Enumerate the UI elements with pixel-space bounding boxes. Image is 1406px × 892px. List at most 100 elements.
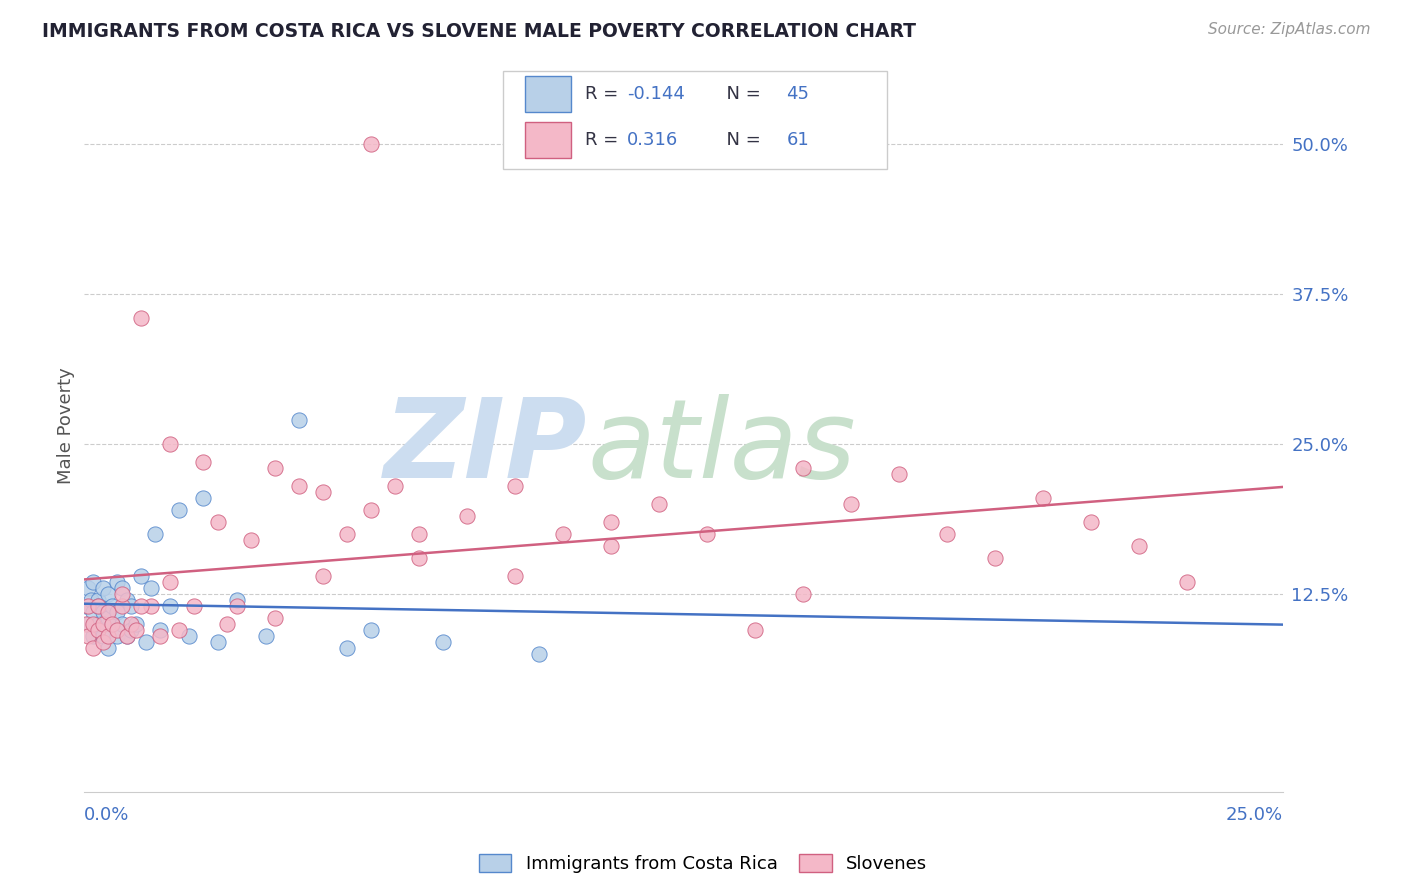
Point xyxy=(77,629,100,643)
Point xyxy=(193,455,215,469)
Point xyxy=(288,479,311,493)
Text: 61: 61 xyxy=(786,131,810,149)
Point xyxy=(77,616,100,631)
Point xyxy=(87,593,110,607)
Point xyxy=(149,629,172,643)
FancyBboxPatch shape xyxy=(524,122,571,159)
Point xyxy=(111,587,134,601)
Point xyxy=(312,484,335,499)
FancyBboxPatch shape xyxy=(503,70,887,169)
Point xyxy=(240,533,263,547)
Point xyxy=(226,599,249,613)
Point xyxy=(744,623,766,637)
Point xyxy=(91,616,114,631)
Text: N =: N = xyxy=(714,85,766,103)
Point xyxy=(408,550,430,565)
Point xyxy=(101,616,124,631)
Point xyxy=(105,574,128,589)
Point xyxy=(336,640,359,655)
Text: N =: N = xyxy=(714,131,766,149)
Point xyxy=(87,616,110,631)
Point xyxy=(77,581,100,595)
Point xyxy=(169,623,191,637)
Point xyxy=(111,599,134,613)
Point xyxy=(600,539,623,553)
Text: 25.0%: 25.0% xyxy=(1226,806,1284,824)
Point xyxy=(75,616,97,631)
Point xyxy=(432,635,454,649)
Point xyxy=(115,629,138,643)
Point xyxy=(456,508,478,523)
Point xyxy=(505,569,527,583)
Point xyxy=(384,479,406,493)
Point xyxy=(1175,574,1198,589)
Point xyxy=(288,413,311,427)
Point xyxy=(96,629,118,643)
Point xyxy=(360,623,382,637)
Text: R =: R = xyxy=(585,85,624,103)
Point xyxy=(101,616,124,631)
Point xyxy=(360,503,382,517)
Point xyxy=(87,599,110,613)
Point xyxy=(159,599,181,613)
Point xyxy=(648,497,671,511)
Point xyxy=(839,497,862,511)
Point xyxy=(696,526,718,541)
Point xyxy=(408,526,430,541)
Point xyxy=(984,550,1007,565)
Point xyxy=(226,593,249,607)
Point xyxy=(505,479,527,493)
Point xyxy=(183,599,205,613)
Point xyxy=(360,136,382,151)
Text: 0.0%: 0.0% xyxy=(83,806,129,824)
Point xyxy=(105,623,128,637)
Point xyxy=(101,599,124,613)
Point xyxy=(600,515,623,529)
Point xyxy=(193,491,215,505)
FancyBboxPatch shape xyxy=(524,76,571,112)
Point xyxy=(96,587,118,601)
Point xyxy=(87,623,110,637)
Text: IMMIGRANTS FROM COSTA RICA VS SLOVENE MALE POVERTY CORRELATION CHART: IMMIGRANTS FROM COSTA RICA VS SLOVENE MA… xyxy=(42,22,917,41)
Point xyxy=(207,635,229,649)
Point xyxy=(149,623,172,637)
Point xyxy=(80,593,103,607)
Point xyxy=(129,599,152,613)
Point xyxy=(145,526,167,541)
Point xyxy=(159,437,181,451)
Point xyxy=(936,526,959,541)
Point xyxy=(125,623,148,637)
Point xyxy=(96,640,118,655)
Point xyxy=(1080,515,1102,529)
Point xyxy=(96,611,118,625)
Point xyxy=(254,629,277,643)
Point xyxy=(159,574,181,589)
Point xyxy=(87,599,110,613)
Point xyxy=(125,616,148,631)
Point xyxy=(105,605,128,619)
Point xyxy=(82,605,104,619)
Point xyxy=(792,587,814,601)
Point xyxy=(129,569,152,583)
Point xyxy=(121,599,143,613)
Point xyxy=(139,599,162,613)
Text: 0.316: 0.316 xyxy=(627,131,678,149)
Point xyxy=(82,574,104,589)
Text: R =: R = xyxy=(585,131,624,149)
Point xyxy=(82,616,104,631)
Point xyxy=(312,569,335,583)
Point xyxy=(111,616,134,631)
Text: atlas: atlas xyxy=(588,394,856,501)
Point xyxy=(111,581,134,595)
Point xyxy=(82,629,104,643)
Point xyxy=(139,581,162,595)
Point xyxy=(135,635,157,649)
Point xyxy=(121,623,143,637)
Point xyxy=(792,460,814,475)
Text: 45: 45 xyxy=(786,85,810,103)
Point xyxy=(217,616,239,631)
Point xyxy=(1032,491,1054,505)
Point xyxy=(115,593,138,607)
Point xyxy=(129,310,152,325)
Point xyxy=(105,629,128,643)
